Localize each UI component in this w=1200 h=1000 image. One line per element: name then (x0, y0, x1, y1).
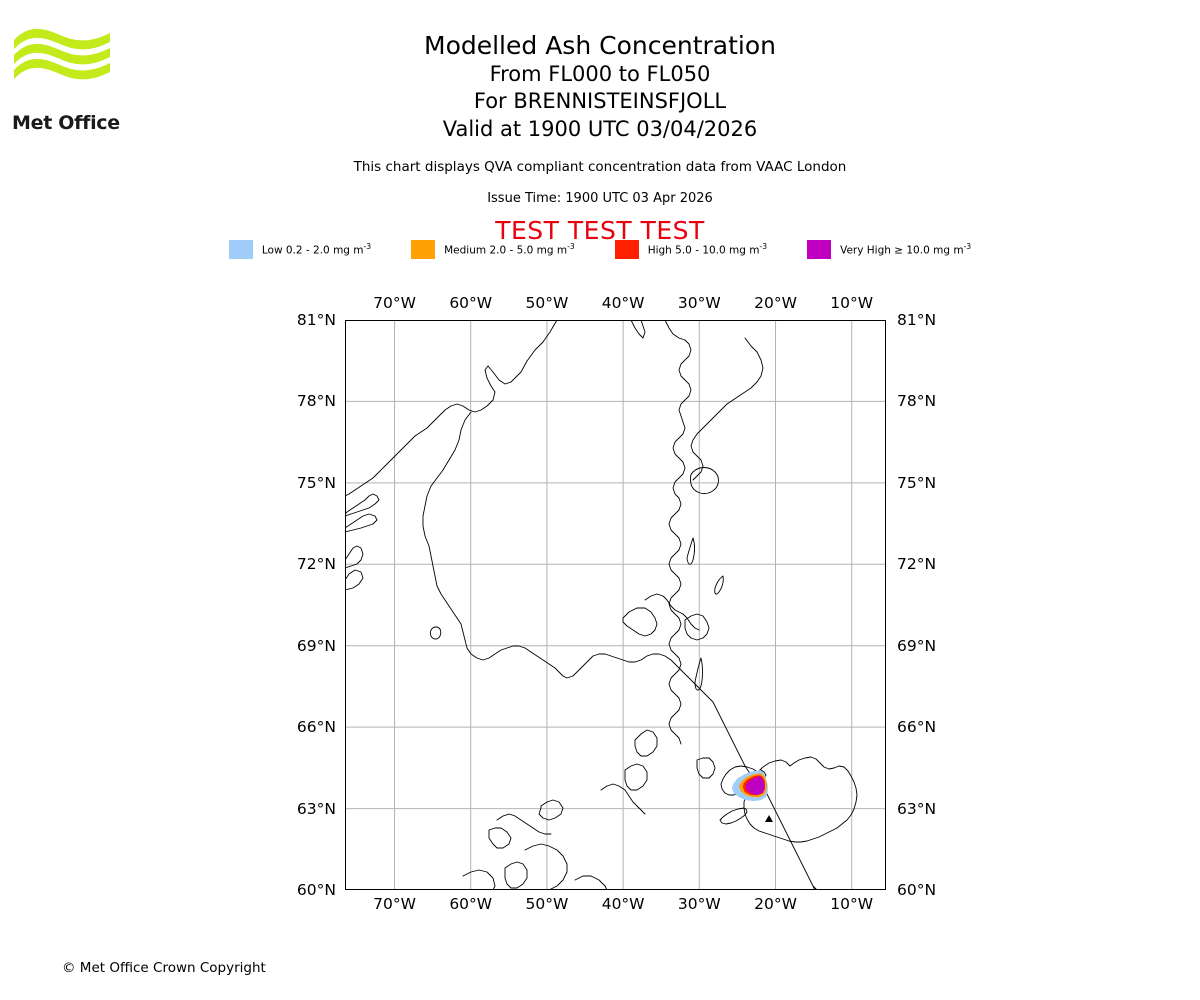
lat-tick-right-1: 78°N (897, 392, 937, 411)
lat-tick-left-5: 66°N (296, 718, 336, 737)
lon-tick-top-4: 30°W (677, 294, 721, 312)
lon-tick-top-3: 40°W (601, 294, 645, 312)
lon-tick-top-1: 60°W (449, 294, 493, 312)
map-frame (345, 320, 886, 890)
legend-item-3: Very High ≥ 10.0 mg m-3 (807, 240, 971, 259)
legend-label-3: Very High ≥ 10.0 mg m-3 (840, 242, 972, 257)
lat-tick-left-4: 69°N (296, 636, 336, 655)
lon-tick-bottom-4: 30°W (677, 895, 721, 913)
lat-tick-right-0: 81°N (897, 311, 937, 329)
legend-label-0: Low 0.2 - 2.0 mg m-3 (261, 242, 372, 257)
valid-time: Valid at 1900 UTC 03/04/2026 (442, 116, 758, 141)
legend-label-2: High 5.0 - 10.0 mg m-3 (647, 242, 768, 257)
lon-tick-bottom-0: 70°W (373, 895, 416, 913)
legend-item-0: Low 0.2 - 2.0 mg m-3 (228, 240, 372, 259)
legend-swatch-1 (411, 240, 436, 259)
met-office-brand-text: Met Office (12, 112, 120, 134)
legend-label-1: Medium 2.0 - 5.0 mg m-3 (444, 242, 575, 257)
met-office-logo: Met Office (12, 26, 132, 133)
volcano-name: For BRENNISTEINSFJOLL (473, 89, 727, 114)
lat-tick-left-2: 75°N (296, 473, 336, 492)
concentration-legend: Low 0.2 - 2.0 mg m-3 Medium 2.0 - 5.0 mg … (0, 240, 1200, 259)
lat-tick-left-6: 63°N (296, 799, 336, 818)
plume-contour-very-high (745, 776, 765, 796)
lon-tick-top-0: 70°W (373, 294, 416, 312)
lon-tick-bottom-2: 50°W (525, 895, 569, 913)
legend-swatch-3 (807, 240, 832, 259)
copyright-footer: © Met Office Crown Copyright (62, 960, 266, 976)
lon-tick-bottom-6: 10°W (830, 895, 874, 913)
flight-level-range: From FL000 to FL050 (489, 62, 711, 86)
lat-tick-right-5: 66°N (897, 718, 937, 737)
lon-tick-bottom-3: 40°W (601, 895, 645, 913)
lon-tick-bottom-5: 20°W (754, 895, 797, 913)
lat-tick-right-7: 60°N (897, 881, 937, 899)
legend-item-1: Medium 2.0 - 5.0 mg m-3 (411, 240, 575, 259)
map-plot (345, 320, 886, 890)
page-title: Modelled Ash Concentration (424, 31, 776, 60)
ash-plume-contours (731, 770, 768, 802)
map-gridlines (345, 320, 886, 890)
lat-tick-left-0: 81°N (296, 311, 336, 329)
lat-tick-left-3: 72°N (296, 555, 336, 574)
lat-tick-right-2: 75°N (897, 473, 937, 492)
title-block: Modelled Ash Concentration From FL000 to… (0, 0, 1200, 245)
lat-tick-left-7: 60°N (296, 881, 336, 899)
met-office-wave-mark (14, 28, 110, 80)
lat-tick-right-6: 63°N (897, 799, 937, 818)
chart-note: This chart displays QVA compliant concen… (353, 158, 847, 175)
lon-tick-top-6: 10°W (830, 294, 874, 312)
legend-swatch-0 (228, 240, 253, 259)
legend-swatch-2 (614, 240, 639, 259)
coastlines (345, 320, 858, 890)
lat-tick-left-1: 78°N (296, 392, 336, 411)
lat-tick-right-4: 69°N (897, 636, 937, 655)
issue-time: Issue Time: 1900 UTC 03 Apr 2026 (487, 190, 713, 206)
lon-tick-top-5: 20°W (754, 294, 797, 312)
legend-item-2: High 5.0 - 10.0 mg m-3 (614, 240, 768, 259)
lon-tick-bottom-1: 60°W (449, 895, 493, 913)
volcano-marker (765, 815, 773, 822)
lat-tick-right-3: 72°N (897, 555, 937, 574)
lon-tick-top-2: 50°W (525, 294, 569, 312)
test-banner: TEST TEST TEST (495, 215, 705, 245)
map-canvas (345, 320, 886, 890)
